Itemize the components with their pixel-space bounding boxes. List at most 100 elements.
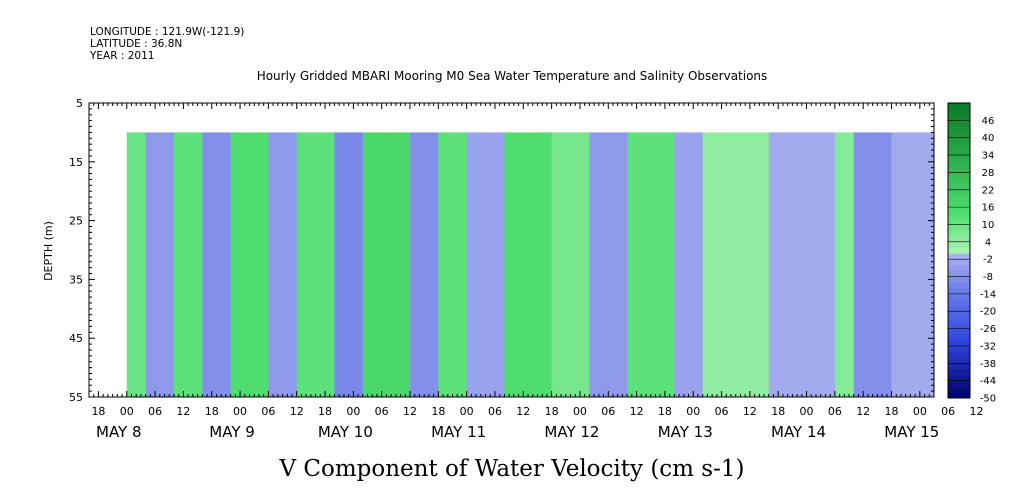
plot-area bbox=[88, 102, 935, 398]
colorbar-label: -38 bbox=[980, 359, 996, 370]
x-hour-tick-label: 12 bbox=[969, 405, 983, 418]
colorbar-swatch bbox=[948, 259, 970, 266]
colorbar-label: -50 bbox=[980, 394, 996, 405]
colorbar-label: 10 bbox=[982, 220, 995, 231]
x-axis-label: V Component of Water Velocity (cm s-1) bbox=[279, 456, 745, 482]
colorbar-swatch bbox=[948, 288, 970, 295]
x-hour-tick-label: 18 bbox=[771, 405, 785, 418]
x-hour-tick-label: 00 bbox=[573, 405, 587, 418]
x-hour-tick-label: 12 bbox=[290, 405, 304, 418]
axes: 18 00 06 12 18 00 06 12 18 00 06 12 18 00 06 12 18 00 06 12… bbox=[69, 97, 983, 441]
x-hour-tick-label: 06 bbox=[828, 405, 842, 418]
colorbar-swatch bbox=[948, 218, 970, 225]
colorbar-swatch bbox=[948, 276, 970, 283]
colorbar-swatch bbox=[948, 363, 970, 370]
x-hour-tick-label: 06 bbox=[488, 405, 502, 418]
heatmap-band-21 bbox=[891, 132, 935, 397]
x-hour-tick-label: 12 bbox=[630, 405, 644, 418]
x-day-label: MAY 9 bbox=[209, 423, 255, 441]
colorbar-swatch bbox=[948, 293, 970, 301]
heatmap-band-7 bbox=[334, 132, 364, 397]
colorbar-label: 4 bbox=[985, 237, 991, 248]
colorbar-swatch bbox=[948, 317, 970, 324]
heatmap-band-15 bbox=[627, 132, 675, 397]
heatmap-band-20 bbox=[853, 132, 893, 397]
y-tick-label: 55 bbox=[69, 391, 83, 404]
colorbar-swatch bbox=[948, 126, 970, 133]
colorbar-label: -8 bbox=[983, 272, 993, 283]
colorbar-swatch bbox=[948, 264, 970, 272]
colorbar-swatch bbox=[948, 120, 970, 127]
colorbar-label: -14 bbox=[980, 289, 996, 300]
colorbar-swatch bbox=[948, 207, 970, 214]
x-hour-tick-label: 12 bbox=[403, 405, 417, 418]
colorbar-swatch bbox=[948, 143, 970, 150]
heatmap-band-4 bbox=[230, 132, 269, 397]
colorbar-swatch bbox=[948, 340, 970, 347]
colorbar-swatch bbox=[948, 149, 970, 156]
colorbar-swatch bbox=[948, 334, 970, 341]
colorbar-label: -26 bbox=[980, 324, 996, 335]
colorbar-swatch bbox=[948, 183, 970, 191]
heatmap-band-18 bbox=[768, 132, 836, 397]
heatmap-band-3 bbox=[202, 132, 232, 397]
x-hour-tick-label: 12 bbox=[743, 405, 757, 418]
x-hour-tick-label: 06 bbox=[601, 405, 615, 418]
x-hour-tick-label: 18 bbox=[545, 405, 559, 418]
colorbar-label: -44 bbox=[980, 376, 996, 387]
colorbar: 46 40 34 28 22 16 10 4 -2 -8 -14 -20 -26 -32 -38 -44 -50 bbox=[947, 102, 996, 405]
colorbar-swatch bbox=[948, 247, 970, 254]
x-hour-tick-label: 00 bbox=[686, 405, 700, 418]
colorbar-swatch bbox=[948, 392, 970, 399]
colorbar-swatch bbox=[948, 230, 970, 237]
colorbar-swatch bbox=[948, 369, 970, 376]
colorbar-swatch bbox=[948, 357, 970, 364]
x-day-label: MAY 11 bbox=[431, 423, 486, 441]
x-day-label: MAY 8 bbox=[96, 423, 142, 441]
x-hour-tick-label: 12 bbox=[856, 405, 870, 418]
x-hour-tick-label: 06 bbox=[941, 405, 955, 418]
year-label: YEAR : 2011 bbox=[89, 50, 154, 62]
colorbar-swatch bbox=[948, 236, 970, 243]
heatmap-band-6 bbox=[296, 132, 335, 397]
colorbar-swatch bbox=[948, 212, 970, 220]
x-hour-tick-label: 18 bbox=[885, 405, 899, 418]
heatmap-band-1 bbox=[145, 132, 175, 397]
heatmap-band-16 bbox=[674, 132, 704, 397]
heatmap-band-9 bbox=[410, 132, 439, 397]
x-day-label: MAY 14 bbox=[771, 423, 826, 441]
longitude-label: LONGITUDE : 121.9W(-121.9) bbox=[90, 26, 244, 38]
x-hour-tick-label: 18 bbox=[431, 405, 445, 418]
x-hour-tick-label: 18 bbox=[318, 405, 332, 418]
colorbar-swatch bbox=[948, 322, 970, 329]
colorbar-swatch bbox=[948, 282, 970, 289]
x-hour-tick-label: 12 bbox=[176, 405, 190, 418]
x-day-label: MAY 10 bbox=[318, 423, 373, 441]
x-hour-tick-label: 06 bbox=[148, 405, 162, 418]
colorbar-swatch bbox=[948, 305, 970, 312]
x-hour-tick-label: 18 bbox=[658, 405, 672, 418]
latitude-label: LATITUDE : 36.8N bbox=[90, 38, 182, 50]
colorbar-swatch bbox=[948, 103, 970, 110]
x-hour-tick-label: 00 bbox=[460, 405, 474, 418]
colorbar-swatch bbox=[948, 351, 970, 358]
colorbar-swatch bbox=[948, 189, 970, 196]
colorbar-swatch bbox=[948, 311, 970, 318]
heatmap-band-10 bbox=[438, 132, 468, 397]
colorbar-label: -20 bbox=[980, 307, 996, 318]
x-day-label: MAY 13 bbox=[658, 423, 713, 441]
colorbar-swatch bbox=[948, 160, 970, 168]
colorbar-swatch bbox=[948, 270, 970, 277]
heatmap-band-0 bbox=[126, 132, 147, 397]
colorbar-label: 22 bbox=[982, 185, 995, 196]
colorbar-swatch bbox=[948, 380, 970, 387]
colorbar-label: -32 bbox=[980, 341, 996, 352]
heatmap-band-2 bbox=[173, 132, 203, 397]
colorbar-swatch bbox=[948, 374, 970, 382]
colorbar-label: 28 bbox=[982, 168, 995, 179]
colorbar-label: 34 bbox=[982, 151, 995, 162]
colorbar-swatch bbox=[948, 299, 970, 306]
x-hour-tick-label: 06 bbox=[375, 405, 389, 418]
colorbar-swatch bbox=[948, 253, 970, 260]
